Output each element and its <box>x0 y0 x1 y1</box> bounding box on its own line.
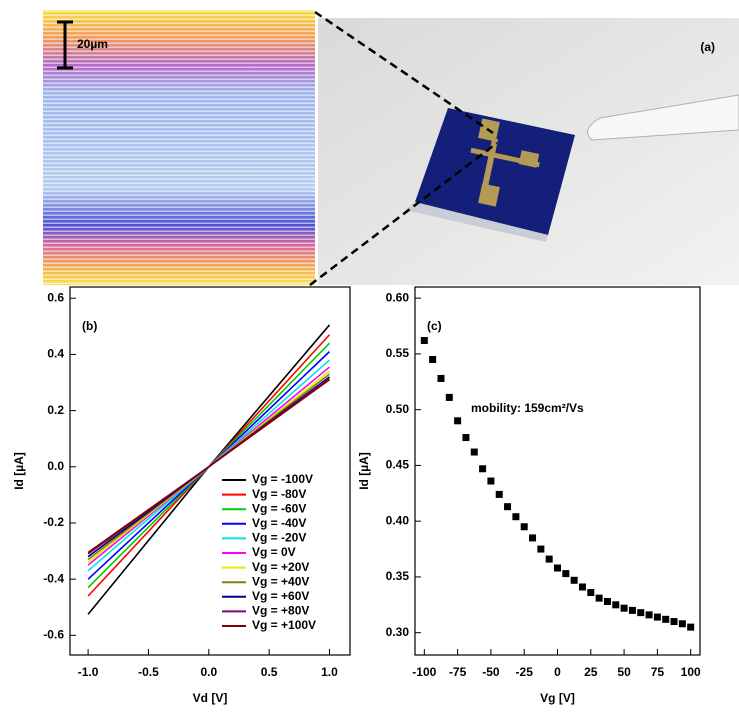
data-point <box>596 595 603 602</box>
data-point <box>662 616 669 623</box>
legend-label: Vg = 0V <box>252 545 296 559</box>
y-tick-label: 0.30 <box>386 625 410 639</box>
data-point <box>646 611 653 618</box>
data-point <box>579 583 586 590</box>
y-tick-label: 0.35 <box>386 569 410 583</box>
data-point <box>446 394 453 401</box>
data-point <box>462 434 469 441</box>
y-axis-label: Id [µA] <box>12 452 26 490</box>
legend-label: Vg = -60V <box>252 501 306 515</box>
legend-label: Vg = -40V <box>252 516 306 530</box>
panel-label: (a) <box>700 40 715 54</box>
x-tick-label: -75 <box>449 665 467 679</box>
page: 20µm (a) -1.0 -0.5 0.0 0.5 1.0 -0.6 -0.4 -0.2 0.… <box>0 0 739 718</box>
data-point <box>629 607 636 614</box>
x-axis-label: Vd [V] <box>193 691 228 705</box>
data-point <box>454 417 461 424</box>
y-tick-label: -0.4 <box>43 571 64 585</box>
x-tick-label: -1.0 <box>78 665 99 679</box>
x-axis-label: Vg [V] <box>540 691 575 705</box>
legend-label: Vg = -80V <box>252 487 306 501</box>
legend-label: Vg = +60V <box>252 589 309 603</box>
y-tick-label: 0.50 <box>386 402 410 416</box>
x-tick-label: -25 <box>516 665 534 679</box>
data-point <box>429 356 436 363</box>
data-point <box>529 534 536 541</box>
data-point <box>562 570 569 577</box>
data-point <box>537 546 544 553</box>
x-tick-label: 25 <box>584 665 598 679</box>
legend-label: Vg = -20V <box>252 531 306 545</box>
data-point <box>654 614 661 621</box>
data-point <box>512 513 519 520</box>
panel-label: (c) <box>427 319 442 333</box>
legend-label: Vg = +100V <box>252 618 316 632</box>
x-tick-label: -50 <box>482 665 500 679</box>
data-point <box>671 618 678 625</box>
scale-bar-label: 20µm <box>77 37 108 51</box>
x-tick-label: 0.0 <box>200 665 217 679</box>
data-point <box>604 598 611 605</box>
x-tick-label: 1.0 <box>321 665 338 679</box>
y-tick-label: 0.60 <box>386 290 410 304</box>
x-tick-label: -0.5 <box>138 665 159 679</box>
data-point <box>571 577 578 584</box>
y-tick-label: 0.55 <box>386 346 410 360</box>
data-point <box>487 478 494 485</box>
data-point <box>479 465 486 472</box>
x-tick-label: 75 <box>651 665 665 679</box>
data-point <box>687 624 694 631</box>
panel-a: 20µm (a) <box>43 10 739 285</box>
data-point <box>637 609 644 616</box>
annotation: mobility: 159cm²/Vs <box>471 401 584 415</box>
y-tick-label: 0.45 <box>386 458 410 472</box>
data-point <box>554 565 561 572</box>
legend-label: Vg = +20V <box>252 560 309 574</box>
data-point <box>421 337 428 344</box>
data-point <box>521 523 528 530</box>
data-point <box>504 503 511 510</box>
y-tick-label: -0.6 <box>43 628 64 642</box>
y-tick-label: 0.4 <box>47 347 64 361</box>
y-tick-label: 0.6 <box>47 290 64 304</box>
optical-stripes <box>43 10 315 285</box>
y-tick-label: 0.0 <box>47 459 64 473</box>
y-tick-label: -0.2 <box>43 515 64 529</box>
data-point <box>437 375 444 382</box>
data-point <box>471 449 478 456</box>
x-tick-label: 100 <box>681 665 701 679</box>
x-tick-label: 0.5 <box>261 665 278 679</box>
x-tick-label: 50 <box>617 665 631 679</box>
legend-label: Vg = -100V <box>252 472 313 486</box>
y-tick-label: 0.40 <box>386 513 410 527</box>
panel-label: (b) <box>82 319 97 333</box>
data-point <box>612 601 619 608</box>
plot-frame <box>415 287 700 655</box>
data-point <box>496 491 503 498</box>
data-point <box>587 589 594 596</box>
data-point <box>621 605 628 612</box>
legend-label: Vg = +80V <box>252 604 309 618</box>
data-point <box>679 620 686 627</box>
x-tick-label: 0 <box>554 665 561 679</box>
legend-label: Vg = +40V <box>252 574 309 588</box>
data-point <box>546 556 553 563</box>
y-tick-label: 0.2 <box>47 403 64 417</box>
y-axis-label: Id [µA] <box>357 452 371 490</box>
x-tick-label: -100 <box>412 665 436 679</box>
figure: 20µm (a) -1.0 -0.5 0.0 0.5 1.0 -0.6 -0.4 -0.2 0.… <box>0 0 739 713</box>
